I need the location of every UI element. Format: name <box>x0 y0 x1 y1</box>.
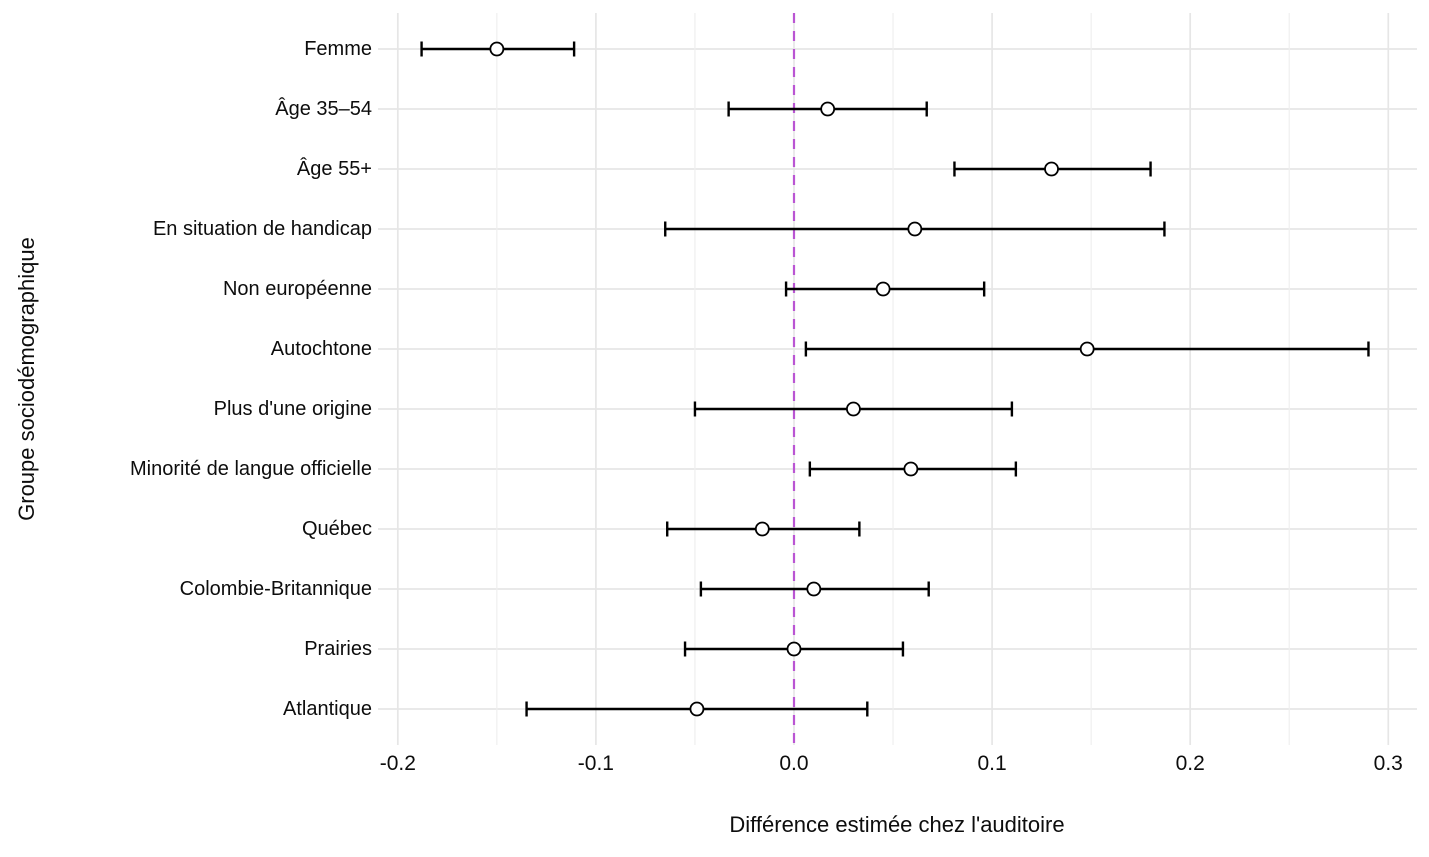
x-tick-label: 0.1 <box>977 752 1007 775</box>
category-label: Femme <box>304 38 372 60</box>
point-estimate <box>875 281 891 297</box>
category-label: Québec <box>301 518 372 540</box>
point-estimate <box>907 221 923 237</box>
category-label: Âge 55+ <box>296 158 372 180</box>
category-label: Minorité de langue officielle <box>129 458 372 480</box>
category-label: Atlantique <box>283 698 372 720</box>
point-estimate <box>786 641 802 657</box>
category-label: Non européenne <box>222 278 372 300</box>
category-label: Âge 35–54 <box>275 98 372 120</box>
point-estimate <box>754 521 770 537</box>
point-estimate <box>903 461 919 477</box>
point-estimate <box>846 401 861 417</box>
category-label: En situation de handicap <box>152 218 372 240</box>
category-label: Colombie-Britannique <box>179 578 372 600</box>
point-estimate <box>820 101 836 117</box>
point-estimate <box>806 581 822 597</box>
point-estimate <box>489 41 505 57</box>
category-label: Plus d'une origine <box>213 398 372 420</box>
point-estimate <box>1044 161 1059 177</box>
category-label: Prairies <box>304 638 372 660</box>
x-tick-label: 0.0 <box>779 752 809 775</box>
x-tick-label: 0.3 <box>1373 752 1403 775</box>
x-axis-title: Différence estimée chez l'auditoire <box>729 812 1065 837</box>
x-tick-label: -0.1 <box>577 752 614 775</box>
point-estimate <box>689 701 705 717</box>
point-estimate <box>1079 341 1095 357</box>
x-tick-label: 0.2 <box>1175 752 1205 775</box>
category-label: Autochtone <box>270 338 372 360</box>
x-tick-label: -0.2 <box>379 752 416 775</box>
